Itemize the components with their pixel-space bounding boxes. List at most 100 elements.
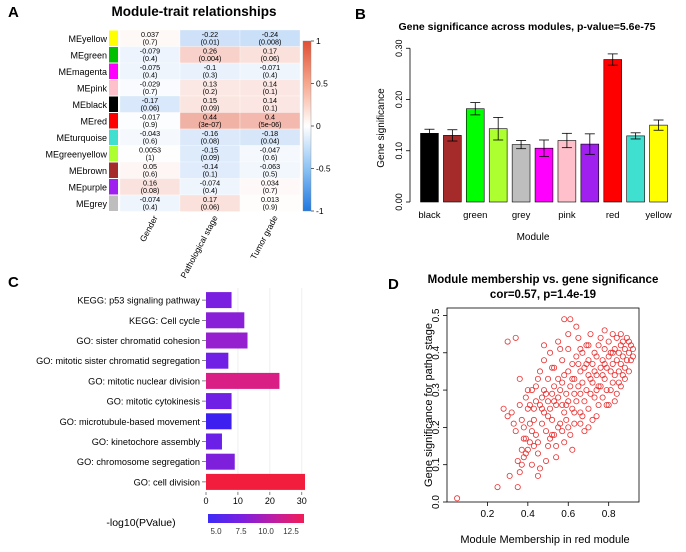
scatter-point [619,353,626,360]
heatmap-cell-value: -0.17 [142,96,158,105]
scatter-point [615,368,622,375]
panel-b-bar-chart: Gene significance across modules, p-valu… [376,21,672,243]
scatter-point [551,383,558,390]
heatmap-row-label: MEturquoise [56,133,107,143]
scatter-y-tick-label: 0.5 [431,308,442,322]
enrichment-x-tick-label: 10 [233,496,243,506]
scatter-point [504,413,511,420]
heatmap-row-color-swatch [109,47,118,63]
bar-brown [443,135,462,203]
panel-a-heatmap: Module-trait relationships MEyellow 0.037… [45,4,330,280]
heatmap-cell-value: -0.1 [204,63,216,72]
scatter-point [587,375,594,382]
scatter-point [545,398,552,405]
panel-d-scatter-plot: Module membership vs. gene significance … [423,274,658,546]
colorbar-tick-label: -0.5 [316,164,331,174]
scatter-point [563,401,570,408]
heatmap-cell-pvalue: (0.2) [203,87,218,96]
scatter-point [589,416,596,423]
heatmap-cell-value: 0.44 [203,113,217,122]
scatter-point [522,394,529,401]
scatter-point [555,394,562,401]
scatter-point [571,375,578,382]
scatter-point [561,439,568,446]
heatmap-cell-value: 0.15 [203,96,217,105]
enrichment-bar [206,312,245,329]
heatmap-cell-value: -0.029 [140,80,160,89]
heatmap-row-color-swatch [109,80,118,96]
heatmap-cell-value: -0.079 [140,47,160,56]
scatter-point [563,390,570,397]
scatter-point [577,346,584,353]
scatter-point [581,398,588,405]
heatmap-cell-value: 0.034 [261,179,279,188]
scatter-point [619,372,626,379]
scatter-point [573,353,580,360]
scatter-point [585,405,592,412]
scatter-point [524,387,531,394]
heatmap-cell-pvalue: (0.7) [263,186,278,195]
scatter-y-tick-label: 0.3 [431,383,442,397]
heatmap-cell-value: -0.22 [202,30,218,39]
scatter-point [549,431,556,438]
heatmap-row-label: MEgreenyellow [45,149,107,159]
scatter-point [565,331,572,338]
panel-letter-c: C [8,274,19,291]
scatter-point [530,405,537,412]
scatter-y-tick-label: 0.2 [431,420,442,434]
scatter-point [559,357,566,364]
heatmap-cell-pvalue: (0.1) [263,87,278,96]
scatter-point [514,457,521,464]
scatter-point [611,398,618,405]
heatmap-cell-pvalue: (0.4) [143,71,158,80]
heatmap-row-label: MEgrey [76,199,108,209]
heatmap-cell-pvalue: (0.1) [263,104,278,113]
panel-letter-a: A [8,4,19,21]
heatmap-cell-value: 0.13 [203,80,217,89]
scatter-point [597,364,604,371]
colorbar-tick-label: 0 [316,121,321,131]
scatter-point [595,342,602,349]
scatter-point [587,390,594,397]
scatter-point [571,420,578,427]
heatmap-cell-pvalue: (0.008) [259,38,282,47]
scatter-point [625,349,632,356]
scatter-point [559,401,566,408]
heatmap-cell-value: 0.14 [263,80,277,89]
enrichment-legend-tick-label: 12.5 [283,527,299,536]
enrichment-term-label: GO: kinetochore assembly [92,437,201,447]
enrichment-x-tick-label: 0 [203,496,208,506]
scatter-point [575,334,582,341]
heatmap-row-label: MEpurple [68,182,107,192]
scatter-point [573,323,580,330]
scatter-point [504,338,511,345]
enrichment-x-tick-label: 20 [265,496,275,506]
scatter-point [516,401,523,408]
scatter-point [534,450,541,457]
scatter-point [595,383,602,390]
scatter-point [609,360,616,367]
enrichment-term-label: KEGG: p53 signaling pathway [77,296,200,306]
scatter-point [617,360,624,367]
heatmap-cell-value: 0.0053 [139,146,161,155]
scatter-point [583,360,590,367]
bar-yellow [649,124,668,203]
scatter-point [536,368,543,375]
scatter-point [583,342,590,349]
heatmap-colorbar [302,40,312,212]
scatter-point [549,416,556,423]
scatter-point [520,435,527,442]
scatter-point [585,342,592,349]
scatter-point [591,368,598,375]
heatmap-cell-pvalue: (0.3) [203,71,218,80]
scatter-point [545,443,552,450]
heatmap-row-label: MEmagenta [58,67,107,77]
heatmap-cell-pvalue: (0.06) [201,203,220,212]
scatter-point [613,390,620,397]
heatmap-row-color-swatch [109,30,118,46]
scatter-point [526,420,533,427]
heatmap-cell-pvalue: (0.7) [143,87,158,96]
bar-chart-x-tick-label: yellow [645,210,672,221]
scatter-x-tick-label: 0.8 [602,509,616,520]
scatter-point [506,472,513,479]
